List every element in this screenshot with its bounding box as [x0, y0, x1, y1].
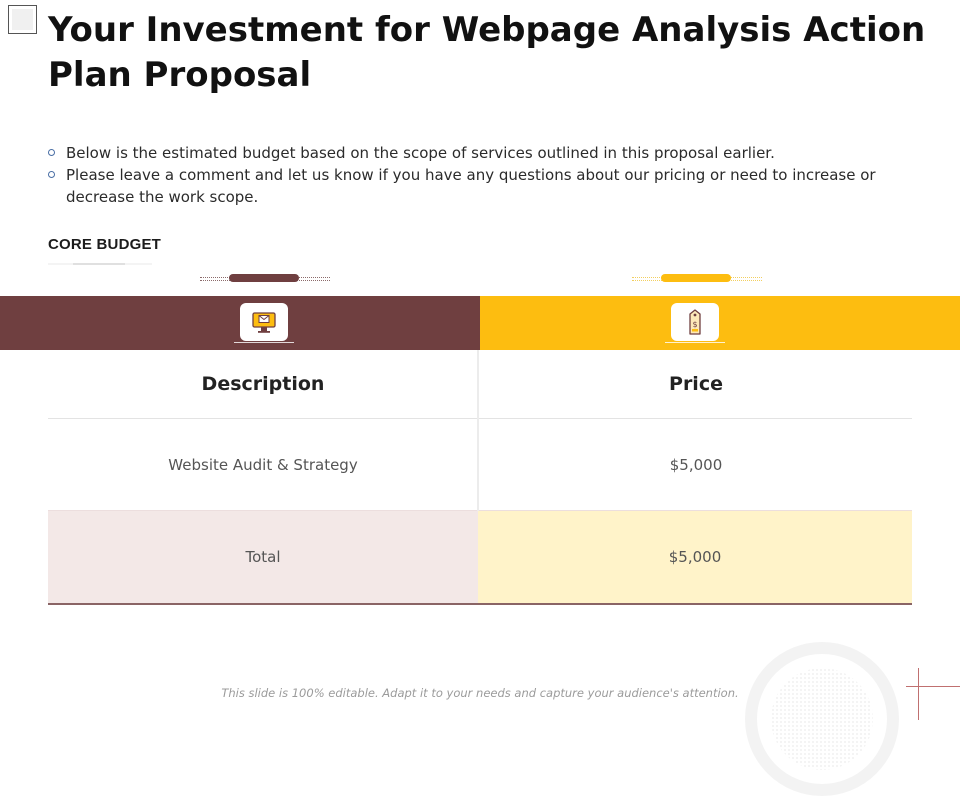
left-tab-accent	[229, 274, 299, 282]
intro-bullet-list: Below is the estimated budget based on t…	[48, 142, 908, 208]
column-divider	[477, 350, 479, 511]
bullet-item: Please leave a comment and let us know i…	[48, 164, 908, 208]
footer-note: This slide is 100% editable. Adapt it to…	[221, 686, 739, 700]
description-icon-card	[240, 303, 288, 341]
circle-bullet-icon	[48, 149, 55, 156]
left-icon-underline	[234, 342, 294, 343]
table-row-price: $5,000	[669, 456, 723, 474]
bullet-text: Below is the estimated budget based on t…	[66, 144, 775, 162]
page-title: Your Investment for Webpage Analysis Act…	[48, 10, 926, 95]
section-underline	[48, 263, 152, 265]
decorative-ring	[745, 642, 899, 796]
right-tab-accent	[661, 274, 731, 282]
total-label: Total	[48, 511, 478, 603]
table-bottom-rule	[48, 603, 912, 605]
section-label: CORE BUDGET	[48, 236, 162, 253]
row-divider	[48, 510, 912, 511]
price-header-band	[480, 296, 960, 350]
right-icon-underline	[665, 342, 725, 343]
monitor-mail-icon	[252, 312, 276, 333]
crosshair-vertical	[918, 668, 919, 720]
bullet-item: Below is the estimated budget based on t…	[48, 142, 908, 164]
svg-text:$: $	[692, 320, 697, 329]
price-tag-icon: $	[689, 309, 701, 335]
crosshair-horizontal	[906, 686, 960, 687]
header-divider	[48, 418, 912, 419]
description-column-header: Description	[201, 373, 325, 395]
price-column-header: Price	[669, 373, 723, 395]
total-value: $5,000	[478, 511, 912, 603]
bullet-text: Please leave a comment and let us know i…	[66, 166, 876, 206]
slide-corner-marker	[8, 5, 37, 34]
circle-bullet-icon	[48, 171, 55, 178]
table-row-description: Website Audit & Strategy	[168, 456, 358, 474]
price-icon-card: $	[671, 303, 719, 341]
